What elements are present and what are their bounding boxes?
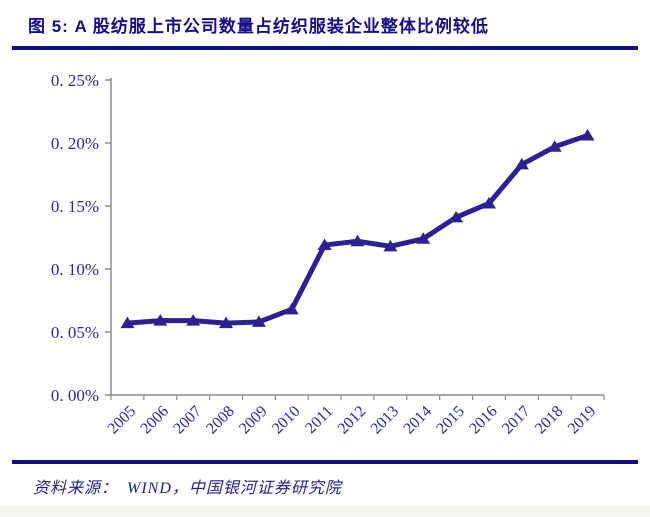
x-tick-label: 2005 xyxy=(105,403,140,438)
data-point-marker xyxy=(416,232,431,244)
footer-rule xyxy=(12,460,638,464)
data-point-marker xyxy=(219,316,234,329)
x-tick-label: 2006 xyxy=(137,403,172,438)
data-point-marker xyxy=(120,316,135,329)
y-tick-label: 0. 10% xyxy=(51,260,99,279)
data-point-marker xyxy=(449,210,464,223)
data-point-marker xyxy=(251,315,266,327)
data-point-marker xyxy=(383,239,398,252)
data-point-marker xyxy=(350,234,365,247)
y-tick-label: 0. 25% xyxy=(51,71,99,90)
data-point-marker xyxy=(317,238,332,251)
data-point-marker xyxy=(514,157,529,170)
data-point-marker xyxy=(284,302,299,315)
data-point-marker xyxy=(580,128,595,141)
data-point-marker xyxy=(153,314,168,326)
data-point-marker xyxy=(481,196,496,209)
y-tick-label: 0. 15% xyxy=(51,197,99,216)
x-tick-label: 2013 xyxy=(368,403,403,438)
x-tick-label: 2016 xyxy=(466,403,501,438)
y-tick-label: 0. 20% xyxy=(51,134,99,153)
figure-title: 图 5: A 股纺服上市公司数量占纺织服装企业整体比例较低 xyxy=(28,17,489,36)
data-point-marker xyxy=(186,314,201,326)
title-rule xyxy=(12,46,638,50)
x-tick-label: 2014 xyxy=(400,403,435,438)
x-tick-label: 2009 xyxy=(236,403,271,438)
x-tick-label: 2008 xyxy=(203,403,238,438)
page-bottom-strip xyxy=(0,506,650,517)
x-tick-label: 2017 xyxy=(499,403,534,438)
x-tick-label: 2011 xyxy=(302,403,336,437)
x-tick-label: 2007 xyxy=(170,403,205,438)
x-tick-label: 2010 xyxy=(269,403,304,438)
source-note: 资料来源： WIND，中国银河证券研究院 xyxy=(33,480,342,497)
x-tick-label: 2019 xyxy=(565,403,600,438)
x-tick-label: 2015 xyxy=(433,403,468,438)
data-point-marker xyxy=(547,140,562,152)
y-tick-label: 0. 05% xyxy=(51,323,99,342)
x-tick-label: 2012 xyxy=(335,403,370,438)
y-tick-label: 0. 00% xyxy=(51,386,99,405)
x-tick-label: 2018 xyxy=(532,403,567,438)
